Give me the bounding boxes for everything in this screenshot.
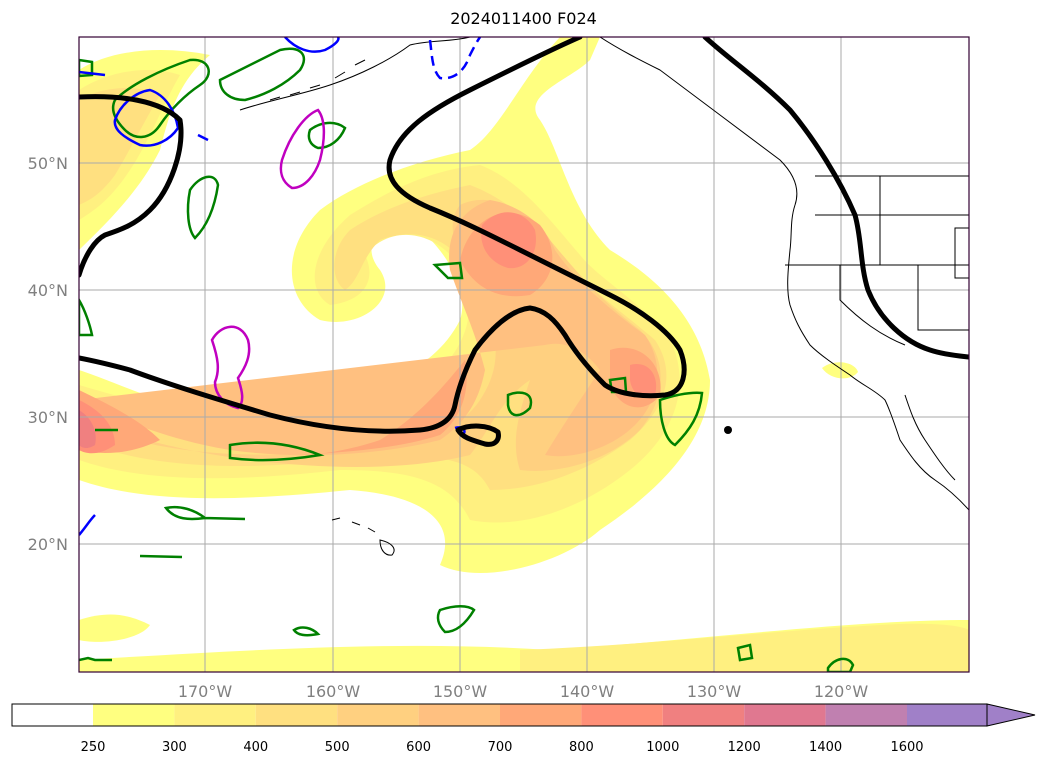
baja-coast <box>904 394 956 481</box>
lon-label-140w: 140°W <box>560 682 615 701</box>
colorbar-segment <box>418 704 500 726</box>
map-title: 2024011400 F024 <box>450 9 597 28</box>
lat-label-20n: 20°N <box>28 535 68 554</box>
map-area <box>79 37 969 672</box>
green-contour-10 <box>163 505 246 521</box>
blue-contour-2 <box>284 37 340 53</box>
colorbar-tick-label: 1000 <box>646 740 679 755</box>
lon-label-170w: 170°W <box>178 682 233 701</box>
colorbar-tick-label: 700 <box>488 740 513 755</box>
lat-label-50n: 50°N <box>28 154 68 173</box>
green-contour-7 <box>506 391 533 417</box>
green-contour-16 <box>79 297 94 337</box>
colorbar-segment <box>93 704 175 726</box>
blue-contour-3 <box>197 133 209 142</box>
coastlines <box>239 37 969 556</box>
ivt-band-300-south <box>520 623 969 672</box>
us-west-coast <box>787 204 969 511</box>
green-contour-6 <box>228 441 325 462</box>
black-contour-north-loop <box>79 94 184 278</box>
lat-label-30n: 30°N <box>28 408 68 427</box>
green-contour-5 <box>432 261 464 280</box>
colorbar-tick-label: 800 <box>569 740 594 755</box>
green-contour-17 <box>79 58 94 78</box>
blue-contour-5 <box>79 70 106 77</box>
ivt-band-400-north <box>79 88 160 205</box>
green-contour-8 <box>658 391 704 447</box>
magenta-contour-1 <box>279 108 326 190</box>
green-contour-15 <box>736 643 754 662</box>
green-contour-2 <box>218 47 306 102</box>
lon-label-120w: 120°W <box>814 682 869 701</box>
colorbar-segment <box>12 704 93 726</box>
colorbar-segment <box>581 704 663 726</box>
green-contour-3 <box>307 121 347 150</box>
black-dot <box>724 426 732 434</box>
thick-black-contours <box>79 37 969 447</box>
ivt-band-250-south <box>79 614 150 642</box>
colorbar: 250 300 400 500 600 700 800 1000 1200 1400 1600 <box>11 703 1036 755</box>
lon-label-160w: 160°W <box>306 682 361 701</box>
alaska-coast <box>239 37 471 111</box>
black-contour-small-loop <box>455 423 501 447</box>
green-contour-4 <box>186 175 220 240</box>
state-border-3 <box>917 265 969 331</box>
magenta-contour-2 <box>210 325 251 410</box>
colorbar-tick-labels: 250 300 400 500 600 700 800 1000 1200 1400 1600 <box>81 740 924 755</box>
map-frame <box>78 36 970 673</box>
longitude-labels: 170°W 160°W 150°W 140°W 130°W 120°W <box>178 682 869 701</box>
state-border-4 <box>839 265 906 346</box>
colorbar-segment <box>255 704 338 726</box>
colorbar-segment <box>174 704 256 726</box>
colorbar-tick-label: 250 <box>81 740 106 755</box>
colorbar-outline <box>11 703 988 727</box>
blue-contour-4 <box>79 514 96 536</box>
colorbar-segment <box>500 704 582 726</box>
green-contour-19 <box>79 656 112 662</box>
green-contour-1 <box>111 58 210 139</box>
latitude-labels: 50°N 40°N 30°N 20°N <box>28 154 68 554</box>
alaska-panhandle-coast <box>599 37 798 206</box>
blue-contour-dashed <box>428 37 482 80</box>
hawaii-islands <box>331 517 395 556</box>
magenta-contours <box>210 108 326 410</box>
colorbar-segment <box>825 704 907 726</box>
colorbar-segment <box>662 704 745 726</box>
green-contours <box>79 47 855 672</box>
lat-label-40n: 40°N <box>28 281 68 300</box>
lon-label-150w: 150°W <box>433 682 488 701</box>
green-contour-14 <box>826 657 855 672</box>
ivt-band-1000 <box>79 410 96 449</box>
aleutian-islands <box>269 59 366 101</box>
colorbar-tick-label: 400 <box>243 740 268 755</box>
black-contour-east <box>702 37 969 360</box>
blue-contour-1 <box>113 88 180 147</box>
green-contour-13 <box>292 626 321 637</box>
green-contour-11 <box>139 554 183 559</box>
colorbar-tick-label: 600 <box>406 740 431 755</box>
colorbar-segments <box>12 704 987 726</box>
green-contour-12 <box>436 605 476 634</box>
state-border-6 <box>954 227 969 279</box>
colorbar-segment <box>907 704 987 726</box>
colorbar-tick-label: 1600 <box>890 740 923 755</box>
colorbar-tick-label: 500 <box>325 740 350 755</box>
colorbar-extend-arrow <box>986 703 1036 727</box>
lon-label-130w: 130°W <box>687 682 742 701</box>
colorbar-segment <box>337 704 419 726</box>
black-contour-main <box>79 37 687 434</box>
colorbar-tick-label: 1400 <box>809 740 842 755</box>
colorbar-tick-label: 300 <box>162 740 187 755</box>
ivt-band-700 <box>79 212 661 455</box>
colorbar-segment <box>744 704 826 726</box>
colorbar-tick-label: 1200 <box>728 740 761 755</box>
